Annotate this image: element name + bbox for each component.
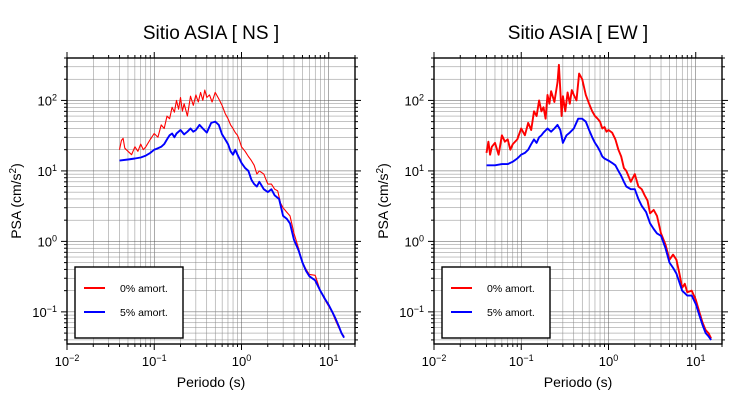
x-tick-label: 101	[686, 353, 705, 369]
y-tick-label: 10−1	[399, 304, 424, 320]
plot-frame	[433, 57, 723, 345]
series-line-blue	[119, 120, 345, 339]
chart-panel-1: 10−2 10−1 100 101 10−1 100 101 102 Sitio ASIA [ …	[8, 23, 361, 390]
y-tick-label: 100	[405, 233, 424, 249]
x-tick-label: 101	[319, 353, 338, 369]
y-tick-label: 101	[38, 163, 57, 179]
plot-frame	[66, 57, 356, 345]
legend-label: 5% amort.	[487, 307, 535, 319]
chart-title: Sitio ASIA [ NS ]	[143, 23, 279, 44]
legend-label: 0% amort.	[487, 283, 535, 295]
legend-label: 5% amort.	[120, 307, 168, 319]
x-tick-label: 10−1	[142, 353, 167, 369]
y-tick-label: 101	[405, 163, 424, 179]
x-tick-label: 10−2	[422, 353, 447, 369]
y-tick-label: 10−1	[32, 304, 57, 320]
y-tick-label: 102	[405, 92, 424, 108]
y-axis-label: PSA (cm/s2)	[8, 163, 25, 239]
x-tick-label: 100	[232, 353, 251, 369]
axis-ticks	[428, 52, 728, 350]
y-axis-label: PSA (cm/s2)	[375, 163, 392, 239]
chart-panel-2: 10−2 10−1 100 101 10−1 100 101 102 Sitio ASIA [ …	[375, 23, 728, 390]
x-tick-label: 10−1	[509, 353, 534, 369]
chart-title: Sitio ASIA [ EW ]	[508, 23, 648, 44]
legend: 0% amort. 5% amort.	[441, 266, 551, 339]
legend: 0% amort. 5% amort.	[74, 266, 184, 339]
legend-box	[441, 266, 551, 339]
x-axis-label: Periodo (s)	[544, 374, 612, 390]
y-tick-label: 100	[38, 233, 57, 249]
y-tick-label: 102	[38, 92, 57, 108]
series-line-red	[118, 89, 345, 337]
axis-ticks	[61, 52, 361, 350]
legend-label: 0% amort.	[120, 283, 168, 295]
series-line-blue	[486, 117, 712, 341]
x-axis-label: Periodo (s)	[177, 374, 245, 390]
legend-box	[74, 266, 184, 339]
x-tick-label: 10−2	[55, 353, 80, 369]
x-tick-label: 100	[599, 353, 618, 369]
